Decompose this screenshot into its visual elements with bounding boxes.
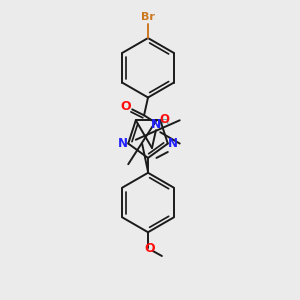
Text: O: O [159, 113, 169, 126]
Text: O: O [145, 242, 155, 255]
Text: N: N [151, 118, 161, 131]
Text: Br: Br [141, 12, 155, 22]
Text: H: H [161, 116, 169, 126]
Text: O: O [120, 100, 130, 113]
Text: N: N [118, 137, 128, 150]
Text: N: N [168, 137, 178, 150]
